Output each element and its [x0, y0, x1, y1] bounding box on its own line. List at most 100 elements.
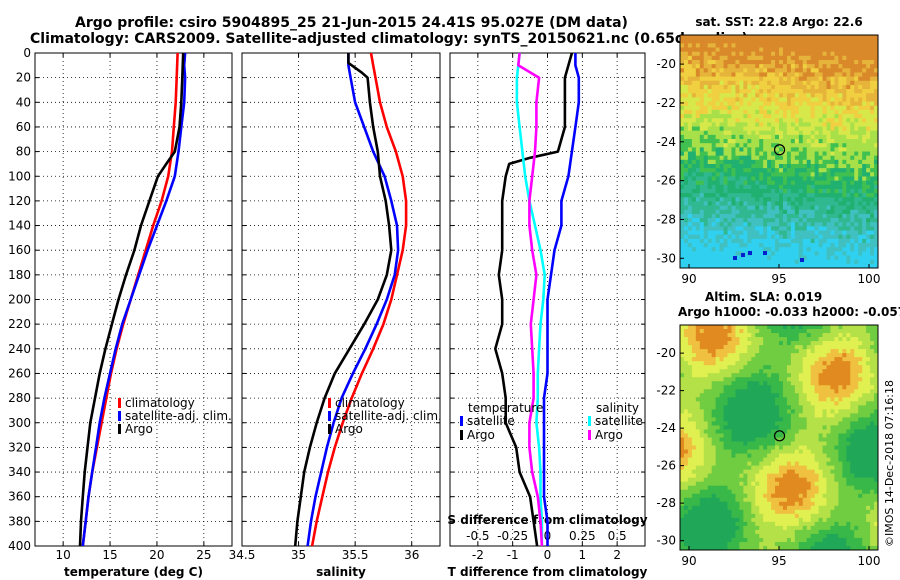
map-cell	[874, 341, 879, 346]
map-cell	[747, 409, 752, 414]
map-cell	[786, 425, 792, 430]
map-cell	[739, 64, 744, 69]
map-cell	[747, 139, 752, 144]
map-cell	[711, 413, 717, 418]
map-cell	[763, 441, 768, 446]
map-cell	[862, 341, 867, 346]
map-cell	[691, 134, 697, 140]
map-cell	[735, 130, 740, 136]
map-cell	[779, 425, 784, 430]
map-cell	[810, 51, 816, 57]
map-cell	[687, 172, 693, 177]
map-cell	[683, 417, 689, 422]
map-cell	[711, 176, 717, 182]
map-cell	[798, 118, 804, 123]
map-cell	[834, 188, 839, 194]
map-cell	[747, 213, 752, 219]
map-cell	[699, 168, 705, 173]
map-cell	[830, 68, 835, 73]
map-cell	[719, 101, 724, 107]
map-cell	[866, 405, 871, 410]
map-cell	[802, 345, 808, 350]
map-cell	[731, 72, 736, 78]
map-cell	[854, 417, 859, 422]
map-cell	[858, 43, 863, 48]
map-cell	[858, 393, 863, 398]
map-cell	[842, 109, 847, 115]
map-cell	[727, 433, 732, 438]
map-cell	[711, 341, 717, 346]
map-cell	[711, 255, 717, 261]
map-cell	[838, 89, 843, 94]
map-cell	[755, 341, 760, 346]
map-cell	[703, 329, 709, 334]
map-cell	[755, 377, 760, 382]
map-cell	[739, 397, 744, 402]
map-cell	[862, 43, 867, 48]
map-cell	[862, 230, 867, 236]
map-cell	[798, 397, 804, 402]
map-cell	[683, 188, 689, 194]
map-cell	[763, 163, 768, 169]
map-cell	[727, 401, 732, 406]
map-cell	[870, 147, 875, 152]
map-cell	[862, 155, 867, 161]
map-cell	[830, 114, 835, 119]
map-cell	[763, 84, 768, 90]
map-cell	[743, 381, 748, 386]
map-cell	[790, 421, 796, 426]
map-cell	[802, 425, 808, 430]
map-cell	[822, 184, 827, 190]
map-cell	[846, 172, 851, 177]
map-cell	[739, 151, 744, 157]
map-cell	[755, 441, 760, 446]
map-cell	[866, 349, 871, 354]
map-cell	[874, 259, 879, 265]
map-cell	[703, 433, 709, 438]
map-cell	[866, 377, 871, 382]
map-cell	[822, 155, 827, 161]
map-cell	[751, 209, 756, 215]
map-cell	[759, 139, 764, 144]
map-cell	[711, 397, 717, 402]
map-cell	[842, 163, 847, 169]
map-cell	[874, 105, 879, 111]
map-cell	[727, 255, 732, 261]
map-cell	[854, 126, 859, 132]
map-cell	[711, 421, 717, 426]
map-cell	[727, 421, 732, 426]
map-cell	[755, 51, 760, 57]
map-cell	[767, 76, 772, 82]
map-cell	[707, 122, 713, 127]
map-cell	[818, 349, 823, 354]
map-cell	[838, 361, 843, 366]
map-cell	[782, 193, 788, 198]
map-cell	[814, 247, 819, 252]
map-cell	[751, 176, 756, 182]
map-cell	[775, 114, 780, 119]
map-cell	[727, 389, 732, 394]
map-cell	[775, 43, 780, 48]
map-cell	[858, 247, 863, 252]
map-cell	[790, 381, 796, 386]
map-cell	[794, 105, 800, 111]
map-cell	[814, 72, 819, 78]
map-cell	[711, 353, 717, 358]
map-cell	[822, 222, 827, 227]
map-cell	[707, 345, 713, 350]
map-cell	[822, 234, 827, 240]
map-cell	[695, 409, 701, 414]
map-cell	[866, 43, 871, 48]
map-cell	[759, 35, 764, 40]
map-cell	[779, 101, 784, 107]
map-cell	[739, 35, 744, 40]
map-cell	[810, 130, 816, 136]
map-cell	[755, 222, 760, 227]
map-cell	[703, 325, 709, 330]
map-cell	[763, 325, 768, 330]
map-cell	[842, 259, 847, 265]
map-cell	[826, 461, 831, 467]
map-cell	[826, 151, 831, 157]
map-cell	[786, 76, 792, 82]
